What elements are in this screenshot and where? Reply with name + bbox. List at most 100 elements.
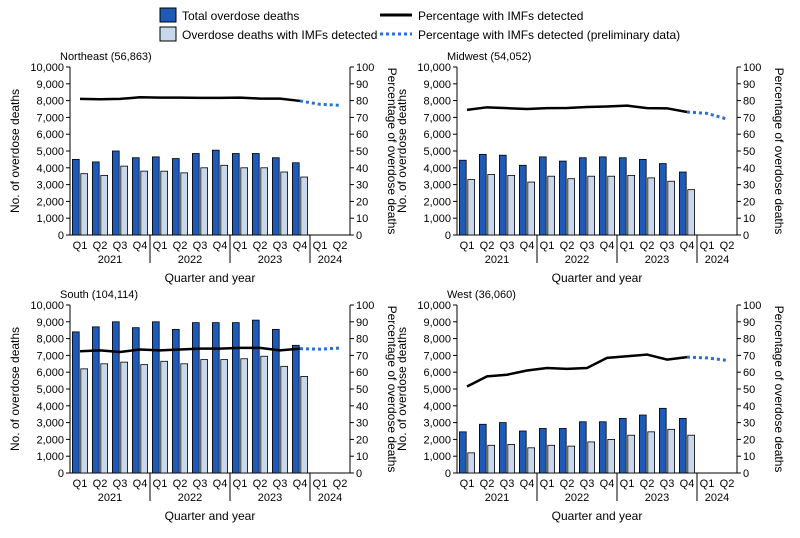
panel-title: South (104,114) — [60, 289, 138, 301]
year-label: 2021 — [485, 492, 509, 504]
left-tick-label: 5,000 — [423, 384, 451, 396]
bar-total — [271, 328, 280, 474]
bar-imf — [607, 175, 615, 236]
year-label: 2021 — [98, 492, 122, 504]
x-tick-label: Q3 — [660, 478, 675, 490]
bar-total — [659, 407, 667, 474]
bar-imf — [160, 360, 169, 474]
right-tick-label: 30 — [743, 418, 755, 430]
left-tick-label: 8,000 — [36, 96, 64, 108]
bar-imf — [667, 180, 675, 236]
legend-label-total: Total overdose deaths — [182, 9, 299, 23]
bar-total — [231, 322, 240, 474]
x-tick-label: Q1 — [700, 240, 715, 252]
year-label: 2021 — [98, 254, 122, 266]
bar-imf — [567, 178, 575, 236]
bar-total — [679, 417, 687, 474]
bar-imf — [527, 181, 535, 236]
bar-total — [579, 421, 587, 474]
bar-total — [291, 162, 300, 236]
right-tick-label: 20 — [743, 196, 755, 208]
right-tick-label: 90 — [743, 79, 755, 91]
year-label: 2024 — [318, 492, 342, 504]
bar-total — [519, 164, 527, 236]
x-tick-label: Q2 — [560, 478, 575, 490]
x-tick-label: Q1 — [620, 478, 635, 490]
left-axis-title: No. of overdose deaths — [8, 89, 22, 213]
x-tick-label: Q4 — [600, 478, 615, 490]
left-tick-label: 10,000 — [30, 300, 64, 312]
right-tick-label: 20 — [356, 434, 368, 446]
left-tick-label: 1,000 — [36, 451, 64, 463]
bar-total — [131, 157, 140, 236]
left-tick-label: 1,000 — [423, 451, 451, 463]
left-tick-label: 1,000 — [423, 213, 451, 225]
right-tick-label: 40 — [356, 401, 368, 413]
right-tick-label: 100 — [743, 300, 761, 312]
left-tick-label: 0 — [445, 230, 451, 242]
pct-prelim-line — [686, 110, 728, 121]
legend: Total overdose deaths Overdose deaths wi… — [159, 7, 680, 42]
x-tick-label: Q2 — [333, 240, 348, 252]
left-axis-title: No. of overdose deaths — [8, 327, 22, 451]
bar-imf — [180, 172, 189, 236]
right-tick-label: 90 — [356, 317, 368, 329]
bar-imf — [487, 174, 495, 236]
year-label: 2022 — [178, 492, 202, 504]
bar-imf — [627, 174, 635, 236]
pct-prelim-line — [299, 99, 341, 107]
right-tick-label: 60 — [356, 129, 368, 141]
left-tick-label: 3,000 — [423, 180, 451, 192]
bar-imf — [100, 363, 109, 474]
left-tick-label: 1,000 — [36, 213, 64, 225]
bar-total — [211, 149, 220, 236]
panel-title: Northeast (56,863) — [60, 51, 152, 63]
bar-imf — [627, 434, 635, 474]
bar-imf — [547, 444, 555, 474]
bar-imf — [200, 359, 209, 474]
right-tick-label: 50 — [743, 146, 755, 158]
year-label: 2024 — [705, 254, 729, 266]
bar-total — [92, 161, 100, 236]
right-tick-label: 20 — [356, 196, 368, 208]
bar-total — [498, 154, 507, 236]
x-tick-label: Q3 — [273, 240, 288, 252]
bar-imf — [140, 170, 149, 236]
bar-imf — [667, 428, 675, 474]
year-label: 2022 — [565, 254, 589, 266]
left-tick-label: 4,000 — [423, 163, 451, 175]
x-tick-label: Q1 — [460, 240, 475, 252]
bar-total — [599, 156, 607, 236]
bar-total — [519, 430, 527, 474]
bar-total — [171, 158, 180, 236]
bar-imf — [260, 355, 268, 474]
pct-line — [79, 346, 301, 354]
x-tick-label: Q4 — [293, 240, 308, 252]
right-tick-label: 60 — [356, 367, 368, 379]
left-tick-label: 0 — [58, 468, 64, 480]
legend-swatch-total — [159, 7, 177, 23]
bar-imf — [140, 364, 149, 474]
right-tick-label: 50 — [743, 384, 755, 396]
bar-total — [112, 321, 120, 474]
x-tick-label: Q4 — [680, 478, 695, 490]
x-tick-label: Q1 — [313, 240, 328, 252]
x-tick-label: Q1 — [540, 478, 555, 490]
panel-4: West (36,060) 0 1,000 2,000 3,000 4,000 5,000 6… — [395, 289, 786, 523]
right-tick-label: 0 — [743, 468, 749, 480]
x-tick-label: Q4 — [293, 478, 308, 490]
bar-total — [151, 156, 160, 236]
x-tick-label: Q3 — [113, 240, 128, 252]
x-tick-label: Q4 — [213, 478, 228, 490]
bar-total — [151, 321, 160, 474]
pct-prelim-line — [686, 355, 728, 362]
bar-imf — [100, 174, 109, 236]
x-tick-label: Q4 — [600, 240, 615, 252]
bar-imf — [687, 189, 695, 236]
year-label: 2021 — [485, 254, 509, 266]
left-tick-label: 8,000 — [423, 334, 451, 346]
bar-imf — [220, 164, 229, 236]
x-tick-label: Q1 — [620, 240, 635, 252]
right-tick-label: 70 — [356, 350, 368, 362]
